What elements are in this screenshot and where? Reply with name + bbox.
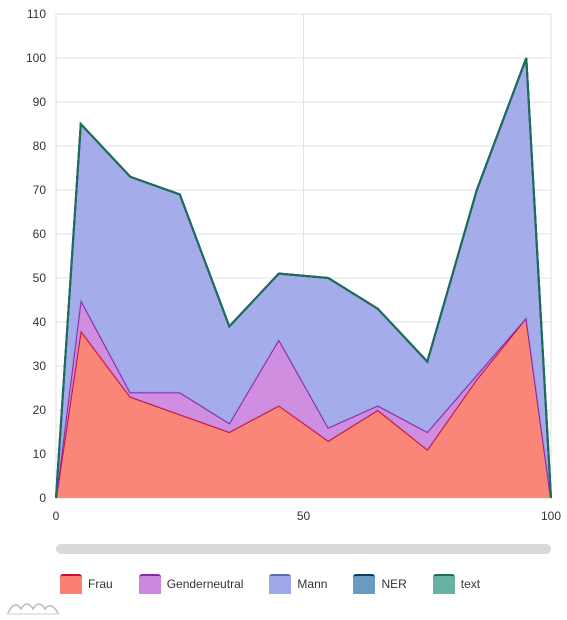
y-tick-label: 70: [33, 183, 47, 197]
y-tick-label: 0: [39, 491, 46, 505]
area-mann: [56, 58, 551, 498]
y-tick-label: 100: [26, 51, 46, 65]
horizontal-scrollbar[interactable]: [56, 544, 551, 554]
legend: Frau Genderneutral Mann NER text: [60, 574, 506, 594]
legend-label: Mann: [297, 577, 328, 591]
legend-item-text[interactable]: text: [432, 574, 481, 594]
legend-item-ner[interactable]: NER: [353, 574, 407, 594]
y-tick-label: 40: [33, 315, 47, 329]
line-text: [55, 57, 552, 499]
legend-swatch: [269, 574, 292, 594]
area-genderneutral: [56, 300, 551, 498]
legend-label: NER: [381, 577, 407, 591]
legend-swatch: [138, 574, 161, 594]
plot-areas: [55, 57, 552, 499]
y-tick-label: 20: [33, 403, 47, 417]
legend-item-mann[interactable]: Mann: [269, 574, 327, 594]
y-axis-ticks: 0 10 20 30 40 50 60 70 80 90 100 110: [26, 7, 46, 505]
y-tick-label: 50: [33, 271, 47, 285]
legend-label: Genderneutral: [166, 577, 244, 591]
x-tick-label: 50: [297, 509, 311, 523]
legend-item-frau[interactable]: Frau: [60, 574, 113, 594]
x-axis-ticks: 0 50 100: [53, 509, 562, 523]
brand-logo-icon: [6, 603, 60, 615]
y-tick-label: 110: [27, 7, 46, 21]
area-chart: 0 50 100 0 10 20 30 40 50 60 70 80 90 100 110: [26, 7, 562, 523]
area-frau: [56, 317, 551, 498]
y-tick-label: 80: [33, 139, 47, 153]
y-tick-label: 10: [33, 447, 47, 461]
legend-item-genderneutral[interactable]: Genderneutral: [138, 574, 244, 594]
legend-swatch: [432, 574, 455, 594]
legend-swatch: [60, 574, 82, 594]
y-tick-label: 90: [33, 95, 47, 109]
legend-swatch: [353, 574, 376, 594]
x-tick-label: 100: [541, 509, 561, 523]
x-tick-label: 0: [53, 509, 60, 523]
legend-label: Frau: [88, 577, 113, 591]
legend-label: text: [460, 577, 481, 591]
y-tick-label: 30: [33, 359, 47, 373]
y-tick-label: 60: [33, 227, 47, 241]
